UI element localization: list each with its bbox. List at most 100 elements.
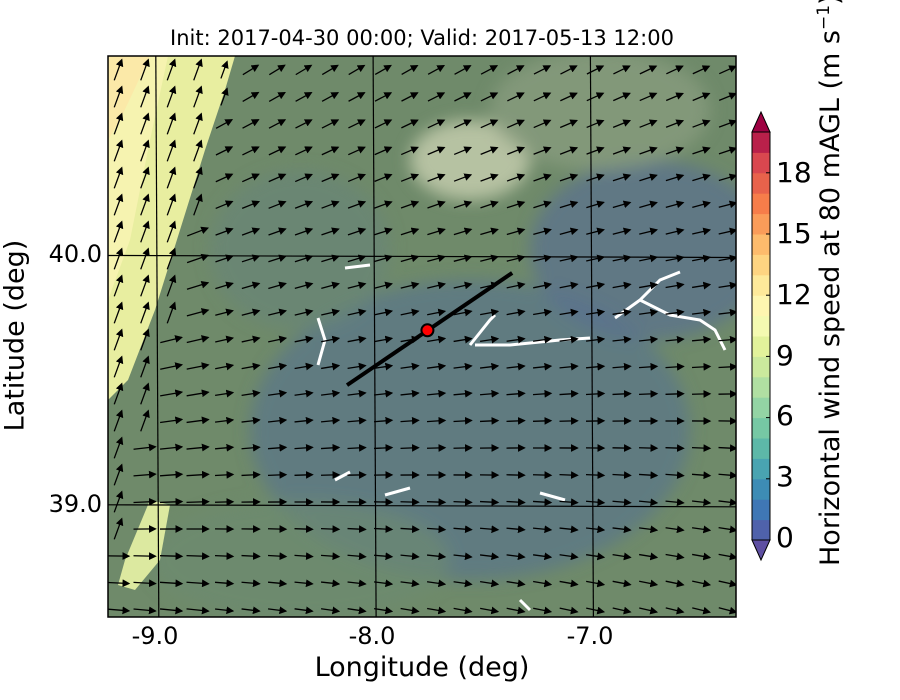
wind-arrow (400, 227, 420, 236)
wind-arrow (294, 308, 314, 317)
wind-arrow (426, 552, 447, 561)
wind-arrow (665, 498, 685, 507)
wind-arrow (479, 389, 500, 398)
wind-arrow (560, 65, 578, 75)
wind-arrow (559, 498, 579, 507)
wind-arrow (113, 517, 124, 540)
colorbar-bin (752, 193, 770, 215)
wind-arrow (506, 281, 526, 290)
wind-arrow (691, 362, 712, 371)
wind-arrow (454, 65, 472, 75)
wind-arrow (665, 335, 685, 344)
wind-arrow (214, 579, 235, 588)
wind-arrow (374, 227, 393, 236)
wind-arrow (718, 362, 736, 371)
wind-arrow (533, 308, 553, 317)
wind-arrow (585, 525, 606, 534)
wind-arrow (586, 281, 606, 290)
wind-arrow (559, 471, 579, 479)
wind-arrow (718, 335, 736, 344)
wind-arrow (347, 362, 367, 371)
y-tick-label: 40.0 (48, 240, 102, 268)
wind-arrow (140, 166, 150, 189)
wind-arrow (140, 382, 150, 405)
wind-arrow (268, 200, 287, 209)
wind-arrow (427, 146, 446, 156)
colorbar-bin (752, 336, 770, 357)
wind-arrow (140, 409, 150, 432)
colorbar-bin (752, 295, 770, 317)
wind-arrow (348, 64, 366, 76)
wind-arrow (453, 146, 473, 156)
wind-arrow (586, 308, 606, 317)
wind-arrow (140, 301, 150, 324)
wind-arrow (692, 281, 712, 290)
wind-arrow (214, 443, 235, 452)
wind-arrow (506, 525, 526, 534)
wind-arrow (159, 606, 184, 615)
wind-arrow (113, 490, 124, 513)
wind-arrow (320, 606, 341, 615)
wind-arrow (718, 92, 736, 102)
wind-arrow (374, 606, 394, 615)
wind-arrow (400, 552, 420, 561)
wind-arrow (186, 579, 210, 588)
wind-arrow (506, 308, 526, 317)
wind-arrow (241, 308, 261, 317)
wind-arrow (166, 301, 177, 324)
wind-arrow (400, 200, 420, 209)
parallel-line (107, 504, 737, 508)
wind-arrow (426, 579, 447, 588)
wind-arrow (140, 112, 150, 135)
wind-arrow (612, 362, 632, 371)
wind-arrow (719, 65, 736, 75)
wind-arrow (320, 416, 341, 425)
wind-arrow (639, 173, 658, 182)
wind-arrow (320, 443, 341, 452)
wind-arrow (242, 64, 260, 76)
wind-arrow (559, 119, 578, 129)
wind-speed-field (108, 56, 736, 617)
wind-arrow (453, 281, 473, 290)
colorbar-bin (752, 519, 770, 541)
colorbar-tick-label: 0 (776, 521, 794, 554)
colorbar-bin (752, 397, 770, 419)
wind-arrow (321, 119, 340, 129)
wind-arrow (453, 335, 473, 344)
wind-arrow (453, 362, 473, 371)
wind-arrow (559, 579, 579, 588)
chart-title: Init: 2017-04-30 00:00; Valid: 2017-05-1… (170, 26, 674, 50)
colorbar-bin (752, 376, 770, 398)
wind-arrow (241, 254, 261, 263)
wind-arrow (321, 335, 341, 344)
wind-arrow (718, 471, 736, 480)
wind-arrow (427, 254, 446, 263)
wind-arrow (665, 525, 685, 534)
wind-arrow (479, 416, 500, 425)
wind-arrow (718, 173, 736, 182)
wind-arrow (159, 497, 184, 506)
wind-arrow (294, 173, 313, 183)
wind-arrow (374, 173, 393, 182)
wind-arrow (639, 227, 659, 236)
wind-arrow (454, 119, 472, 129)
wind-arrow (347, 606, 367, 615)
wind-arrow (186, 253, 210, 264)
wind-arrow (532, 389, 553, 398)
wind-arrow (400, 416, 420, 425)
wind-arrow (166, 193, 177, 216)
wind-arrow (186, 606, 210, 615)
wind-arrow (193, 112, 203, 135)
wind-arrow (108, 606, 131, 615)
wind-arrow (294, 227, 314, 236)
wind-arrow (426, 525, 447, 534)
wind-arrow (321, 200, 340, 209)
wind-arrow (639, 579, 659, 588)
wind-arrow (532, 362, 553, 371)
wind-arrow (665, 119, 685, 128)
wind-arrow (321, 227, 340, 236)
wind-arrow (140, 220, 150, 243)
wind-arrow (479, 498, 500, 507)
wind-arrow (215, 173, 234, 183)
